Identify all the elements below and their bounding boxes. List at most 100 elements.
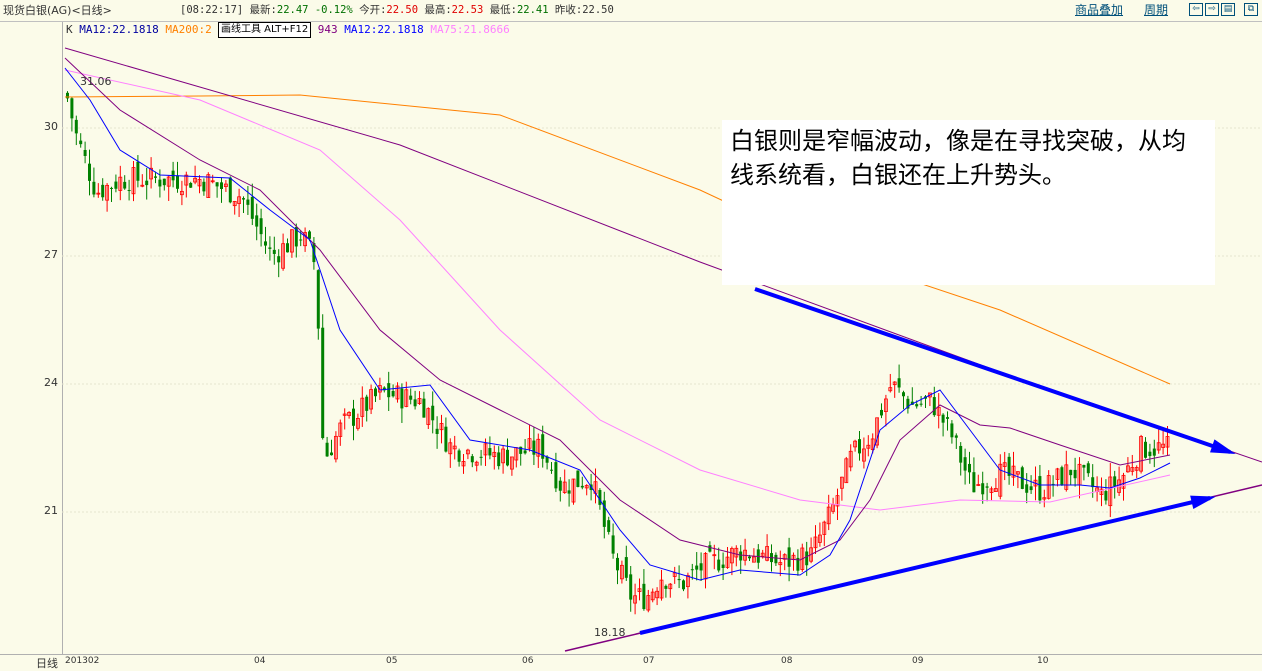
candle-body: [220, 182, 223, 189]
candle-body: [479, 456, 483, 458]
open: 22.50: [386, 4, 419, 16]
candle-body: [127, 190, 131, 192]
candle-body: [325, 442, 329, 457]
candle-body: [659, 579, 664, 599]
candle-body: [232, 200, 237, 207]
candle-body: [435, 428, 439, 434]
candle-body: [946, 417, 949, 419]
candle-body: [725, 556, 730, 568]
candle-body: [166, 176, 171, 187]
candle-body: [439, 423, 444, 431]
candle-body: [760, 552, 765, 557]
candle-body: [932, 397, 936, 416]
candle-body: [629, 574, 633, 600]
candle-body: [527, 438, 532, 449]
x-tick: 08: [781, 656, 793, 666]
candle-body: [140, 184, 145, 187]
high-marker: 31.06: [80, 75, 112, 88]
y-tick: 24: [44, 376, 58, 389]
arrow-left-icon[interactable]: ⇦: [1189, 3, 1203, 16]
candle-body: [1121, 474, 1126, 489]
candle-body: [870, 438, 875, 450]
candle-body: [338, 422, 343, 437]
legend-ma12b: MA12:22.1818: [344, 23, 424, 36]
candle-body: [1104, 491, 1108, 501]
candle-body: [369, 389, 374, 410]
candle-body: [465, 449, 470, 455]
candle-body: [981, 483, 985, 495]
candle-body: [1126, 465, 1130, 473]
instrument-title: 现货白银(AG)<日线>: [3, 4, 112, 17]
candle-body: [580, 485, 584, 488]
candle-body: [330, 452, 333, 456]
candle-body: [321, 327, 325, 439]
candle-body: [598, 490, 602, 505]
candle-body: [1148, 451, 1152, 457]
candle-body: [1011, 465, 1016, 478]
candle-body: [79, 140, 83, 145]
prev-close: 22.50: [582, 4, 614, 16]
candle-body: [959, 445, 963, 463]
candle-body: [123, 181, 127, 189]
candle-body: [1038, 476, 1042, 501]
candle-body: [96, 192, 101, 195]
high: 22.53: [451, 4, 484, 16]
candle-body: [642, 583, 646, 610]
candle-body: [400, 388, 404, 409]
candle-body: [624, 557, 628, 578]
ma75-line: [64, 69, 1171, 511]
candle-body: [210, 180, 215, 183]
candle-body: [840, 476, 844, 489]
candle-body: [616, 557, 619, 571]
restore-window-icon[interactable]: ⧉: [1244, 3, 1258, 16]
candle-body: [1099, 488, 1104, 495]
candle-body: [650, 591, 655, 601]
candle-body: [897, 378, 901, 388]
candle-body: [655, 590, 659, 599]
candle-body: [774, 554, 778, 564]
candle-body: [906, 398, 910, 409]
candle-body: [374, 388, 377, 397]
candle-body: [699, 563, 703, 571]
candle-body: [259, 218, 263, 235]
candle-body: [228, 177, 232, 203]
candle-body: [387, 383, 391, 398]
split-pane-icon[interactable]: ▤: [1221, 3, 1235, 16]
candle-body: [448, 442, 453, 455]
candle-body: [888, 387, 893, 392]
candle-body: [571, 478, 576, 503]
arrow-right-icon[interactable]: ⇨: [1205, 3, 1219, 16]
support-arrow-head: [1190, 495, 1216, 510]
period-link[interactable]: 周期: [1144, 3, 1169, 17]
candle-body: [215, 182, 219, 187]
period-label: 日线: [36, 657, 58, 670]
candle-body: [668, 583, 673, 590]
candle-body: [558, 480, 562, 491]
candle-body: [853, 440, 857, 448]
candle-body: [1046, 475, 1051, 499]
candle-body: [158, 179, 162, 187]
candle-body: [778, 562, 783, 566]
candle-body: [950, 423, 954, 438]
overlay-link[interactable]: 商品叠加: [1075, 3, 1124, 17]
candle-body: [664, 585, 668, 589]
candle-body: [352, 408, 355, 426]
candle-body: [413, 399, 417, 407]
candle-body: [176, 175, 179, 189]
candle-body: [880, 409, 883, 416]
candle-body: [686, 575, 690, 588]
candle-body: [404, 389, 409, 407]
candle-body: [1042, 497, 1047, 500]
candle-body: [717, 559, 721, 571]
candle-body: [607, 520, 611, 532]
candle-body: [355, 418, 360, 429]
candle-body: [281, 243, 286, 269]
resistance-arrow: [754, 287, 1231, 454]
candle-body: [197, 178, 202, 187]
candle-body: [1165, 436, 1170, 448]
candle-body: [202, 181, 206, 192]
candle-body: [1134, 467, 1139, 471]
candle-body: [237, 196, 242, 204]
candle-body: [426, 408, 431, 425]
